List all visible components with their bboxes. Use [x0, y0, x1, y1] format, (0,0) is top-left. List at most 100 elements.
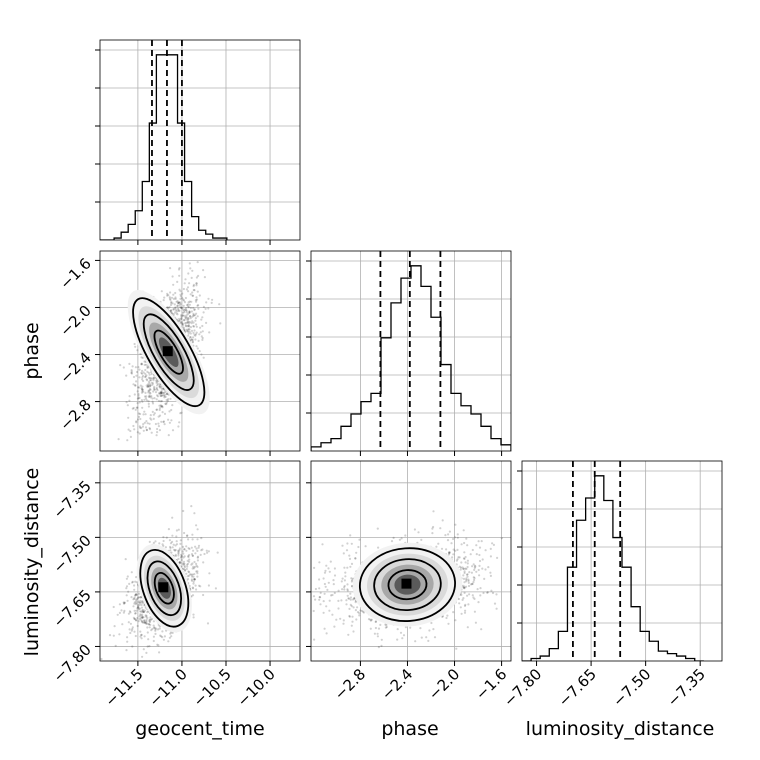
- sample-point: [431, 527, 434, 530]
- sample-point: [190, 578, 193, 581]
- sample-point: [154, 628, 157, 631]
- sample-point: [328, 570, 331, 573]
- sample-point: [125, 577, 128, 580]
- density-contour: [153, 329, 184, 375]
- sample-point: [182, 562, 185, 565]
- sample-point: [210, 301, 213, 304]
- sample-point: [143, 421, 146, 424]
- sample-point: [192, 567, 196, 570]
- sample-point: [170, 300, 173, 303]
- sample-point: [496, 556, 499, 560]
- sample-point: [151, 383, 154, 386]
- sample-point: [156, 384, 159, 387]
- sample-point: [141, 616, 144, 619]
- sample-point: [139, 613, 142, 616]
- sample-point: [184, 278, 187, 281]
- sample-point: [178, 317, 181, 320]
- sample-point: [435, 545, 438, 548]
- sample-point: [137, 415, 141, 418]
- sample-point: [312, 595, 316, 598]
- sample-point: [196, 315, 199, 318]
- sample-point: [463, 557, 466, 561]
- sample-point: [197, 339, 200, 342]
- sample-point: [186, 575, 189, 578]
- sample-point: [137, 620, 140, 623]
- sample-point: [175, 312, 178, 315]
- x-tick-label: −10.0: [234, 665, 279, 710]
- sample-point: [141, 621, 144, 624]
- sample-point: [175, 540, 178, 543]
- sample-point: [160, 420, 163, 423]
- sample-point: [491, 591, 495, 595]
- sample-point: [181, 314, 184, 317]
- sample-point: [190, 322, 193, 325]
- sample-point: [342, 552, 345, 555]
- density-peak: [158, 582, 169, 593]
- sample-point: [475, 544, 478, 547]
- sample-point: [192, 580, 195, 583]
- sample-point: [440, 547, 444, 550]
- sample-point: [327, 567, 330, 570]
- sample-point: [462, 567, 465, 571]
- sample-point: [192, 325, 196, 328]
- sample-point: [143, 604, 146, 607]
- sample-point: [420, 636, 423, 639]
- sample-point: [134, 612, 137, 615]
- panel-content: [100, 505, 219, 661]
- sample-point: [147, 371, 150, 374]
- sample-point: [202, 561, 205, 564]
- sample-point: [355, 618, 358, 621]
- sample-point: [155, 380, 158, 383]
- sample-point: [122, 601, 125, 604]
- sample-point: [168, 539, 171, 542]
- sample-point: [160, 394, 163, 398]
- sample-point: [134, 366, 137, 369]
- sample-point: [187, 555, 190, 558]
- sample-point: [166, 292, 169, 295]
- sample-point: [173, 303, 176, 306]
- sample-point: [188, 303, 191, 306]
- sample-point: [132, 375, 136, 379]
- sample-point: [195, 284, 198, 287]
- sample-point: [177, 549, 180, 552]
- sample-point: [189, 315, 192, 318]
- sample-point: [141, 610, 144, 613]
- sample-point: [187, 306, 190, 309]
- sample-point: [170, 310, 173, 314]
- sample-point: [452, 611, 455, 614]
- sample-point: [458, 556, 461, 559]
- sample-point: [402, 634, 406, 637]
- sample-point: [140, 399, 143, 402]
- sample-point: [137, 596, 140, 599]
- sample-point: [141, 400, 144, 403]
- sample-point: [152, 541, 155, 545]
- sample-point: [127, 612, 130, 615]
- sample-point: [158, 407, 161, 410]
- sample-point: [347, 633, 350, 636]
- sample-point: [132, 406, 135, 410]
- sample-point: [146, 365, 149, 368]
- sample-point: [191, 341, 194, 344]
- sample-point: [196, 572, 199, 575]
- sample-point: [343, 588, 346, 591]
- sample-point: [176, 305, 179, 308]
- sample-point: [177, 425, 180, 428]
- sample-point: [113, 625, 116, 628]
- sample-point: [187, 538, 190, 541]
- sample-point: [187, 317, 190, 320]
- sample-point: [150, 629, 153, 632]
- sample-point: [139, 599, 142, 603]
- density-contour: [387, 569, 428, 601]
- sample-point: [345, 603, 348, 606]
- sample-point: [140, 619, 143, 622]
- sample-point: [142, 648, 145, 651]
- sample-point: [139, 610, 142, 613]
- sample-point: [195, 345, 198, 348]
- sample-point: [189, 293, 192, 296]
- density-contour: [373, 558, 442, 612]
- sample-point: [164, 402, 167, 405]
- sample-point: [358, 612, 361, 615]
- sample-point: [151, 397, 154, 400]
- sample-point: [130, 629, 133, 632]
- sample-point: [137, 412, 140, 415]
